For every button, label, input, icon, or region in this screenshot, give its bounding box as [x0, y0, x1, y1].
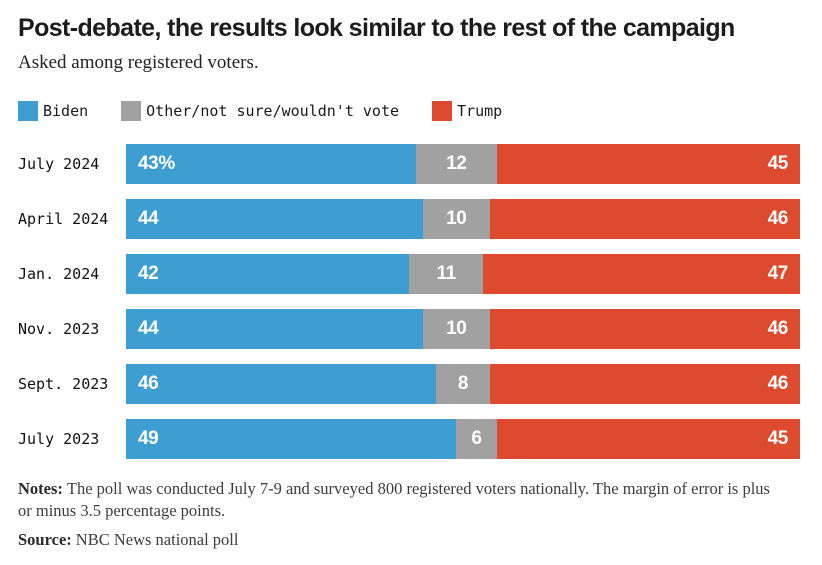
row-label-july-2023: July 2023 — [18, 429, 100, 448]
legend-item-trump: Trump — [432, 100, 503, 121]
source-label: Source: — [18, 529, 72, 549]
bar-segment-other-not-sure-wouldn-t-vote-jan-2024: 11 — [409, 253, 484, 294]
notes-text: The poll was conducted July 7-9 and surv… — [18, 478, 770, 520]
bar-segment-biden-jan-2024: 42 — [126, 253, 410, 294]
bar-segment-other-not-sure-wouldn-t-vote-nov-2023: 10 — [422, 308, 490, 349]
bar-value-other-not-sure-wouldn-t-vote-nov-2023: 10 — [446, 317, 467, 339]
chart-footer: Notes: The poll was conducted July 7-9 an… — [18, 478, 786, 551]
bar-segment-biden-july-2023: 49 — [126, 418, 457, 459]
bar-track-april-2024: 44 10 46 — [126, 198, 800, 239]
row-label-april-2024: April 2024 — [18, 209, 109, 228]
bar-value-other-not-sure-wouldn-t-vote-april-2024: 10 — [446, 207, 467, 229]
bar-value-biden-july-2023: 49 — [138, 427, 159, 449]
legend-swatch-biden — [18, 100, 38, 121]
legend-swatch-other-not-sure-wouldn-t-vote — [121, 100, 142, 121]
notes-label: Notes: — [18, 478, 63, 498]
legend-item-other-not-sure-wouldn-t-vote: Other/not sure/wouldn't vote — [121, 100, 400, 121]
bar-value-trump-april-2024: 46 — [767, 207, 789, 229]
legend: Biden Other/not sure/wouldn't vote Trump — [18, 100, 800, 121]
source: Source: NBC News national poll — [18, 529, 786, 551]
bar-value-other-not-sure-wouldn-t-vote-sept-2023: 8 — [457, 372, 469, 394]
chart-row-nov-2023: Nov. 2023 44 10 46 — [18, 308, 800, 349]
chart-row-july-2024: July 2024 43% 12 45 — [18, 143, 800, 184]
bar-value-trump-sept-2023: 46 — [767, 372, 789, 394]
bar-segment-biden-sept-2023: 46 — [126, 363, 437, 404]
notes: Notes: The poll was conducted July 7-9 an… — [18, 478, 786, 522]
bar-segment-trump-july-2024: 45 — [496, 143, 800, 184]
chart-row-jan-2024: Jan. 2024 42 11 47 — [18, 253, 800, 294]
bar-value-other-not-sure-wouldn-t-vote-july-2023: 6 — [471, 427, 482, 449]
source-text: NBC News national poll — [75, 529, 239, 549]
bar-segment-trump-nov-2023: 46 — [489, 308, 800, 349]
bar-segment-other-not-sure-wouldn-t-vote-july-2023: 6 — [456, 418, 497, 459]
bar-segment-other-not-sure-wouldn-t-vote-july-2024: 12 — [415, 143, 497, 184]
bar-value-other-not-sure-wouldn-t-vote-jan-2024: 11 — [436, 262, 456, 284]
bar-segment-biden-nov-2023: 44 — [126, 308, 423, 349]
bar-segment-other-not-sure-wouldn-t-vote-sept-2023: 8 — [436, 363, 490, 404]
bar-value-trump-jan-2024: 47 — [767, 262, 789, 284]
chart-subtitle: Asked among registered voters. — [18, 51, 259, 73]
bar-segment-biden-april-2024: 44 — [126, 198, 423, 239]
row-label-nov-2023: Nov. 2023 — [18, 319, 100, 338]
bar-segment-biden-july-2024: 43% — [126, 143, 416, 184]
bar-track-july-2024: 43% 12 45 — [126, 143, 800, 184]
bar-track-jan-2024: 42 11 47 — [126, 253, 800, 294]
bar-value-biden-nov-2023: 44 — [138, 317, 159, 339]
legend-swatch-trump — [432, 100, 453, 121]
legend-label-trump: Trump — [457, 101, 503, 120]
bar-value-biden-july-2024: 43% — [138, 152, 175, 174]
bar-value-biden-april-2024: 44 — [138, 207, 159, 229]
bar-segment-trump-sept-2023: 46 — [489, 363, 800, 404]
chart-card: Post-debate, the results look similar to… — [18, 14, 800, 551]
bar-segment-trump-jan-2024: 47 — [483, 253, 800, 294]
chart-row-july-2023: July 2023 49 6 45 — [18, 418, 800, 459]
chart-row-april-2024: April 2024 44 10 46 — [18, 198, 800, 239]
bar-segment-trump-april-2024: 46 — [489, 198, 800, 239]
bar-value-other-not-sure-wouldn-t-vote-july-2024: 12 — [446, 152, 467, 174]
bar-track-nov-2023: 44 10 46 — [126, 308, 800, 349]
bar-value-biden-jan-2024: 42 — [138, 262, 159, 284]
bar-segment-other-not-sure-wouldn-t-vote-april-2024: 10 — [422, 198, 490, 239]
bar-track-sept-2023: 46 8 46 — [126, 363, 800, 404]
bar-track-july-2023: 49 6 45 — [126, 418, 800, 459]
row-label-jan-2024: Jan. 2024 — [18, 264, 100, 283]
chart-row-sept-2023: Sept. 2023 46 8 46 — [18, 363, 800, 404]
bar-value-biden-sept-2023: 46 — [138, 372, 159, 394]
bar-segment-trump-july-2023: 45 — [496, 418, 800, 459]
bar-value-trump-july-2024: 45 — [767, 152, 789, 174]
legend-item-biden: Biden — [18, 100, 89, 121]
legend-label-other-not-sure-wouldn-t-vote: Other/not sure/wouldn't vote — [146, 101, 400, 120]
legend-label-biden: Biden — [43, 101, 89, 120]
row-label-sept-2023: Sept. 2023 — [18, 374, 109, 393]
row-label-july-2024: July 2024 — [18, 154, 100, 173]
bar-value-trump-july-2023: 45 — [767, 427, 789, 449]
chart-title: Post-debate, the results look similar to… — [18, 14, 735, 42]
stacked-bar-chart: July 2024 43% 12 45 April 2024 44 10 46 Jan. 202… — [18, 143, 800, 459]
bar-value-trump-nov-2023: 46 — [767, 317, 789, 339]
